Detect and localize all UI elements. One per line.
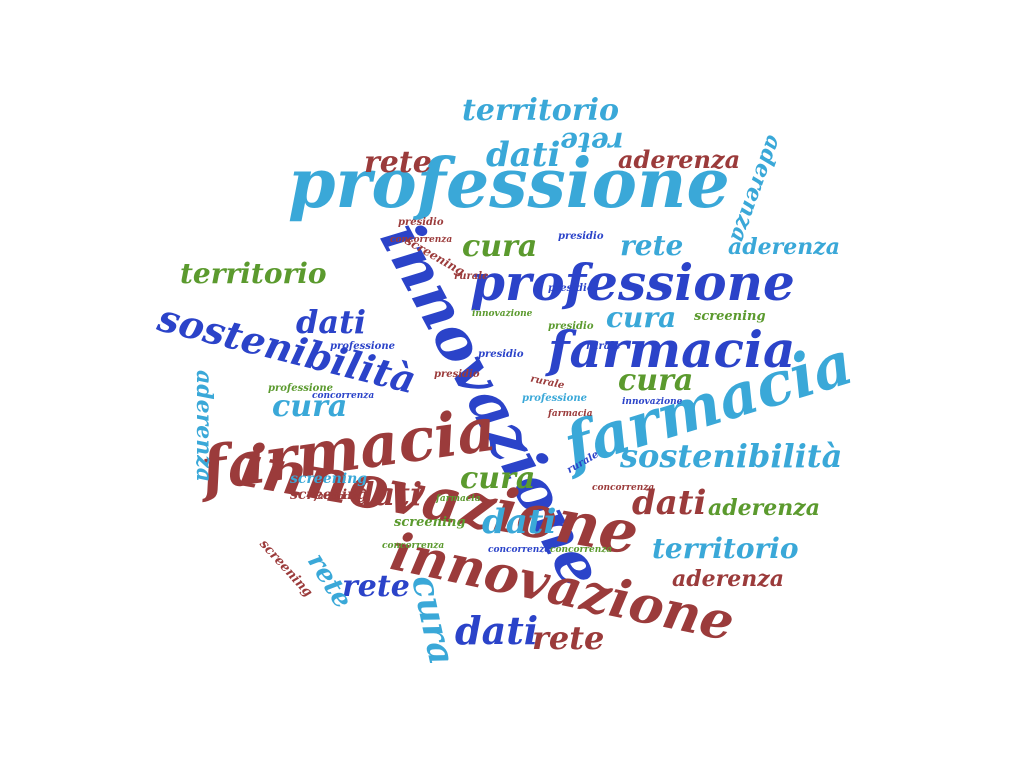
word: territorio — [462, 93, 620, 128]
word: concorrenza — [382, 541, 445, 551]
word: aderenza — [672, 566, 784, 592]
word: rete — [342, 569, 410, 604]
word: rurale — [454, 271, 489, 282]
word: sostenibilità — [620, 437, 843, 475]
word: presidio — [434, 369, 480, 380]
word: concorrenza — [312, 391, 375, 401]
word: dati — [455, 608, 539, 653]
word: aderenza — [708, 495, 820, 521]
word: professione — [330, 341, 395, 352]
word: professione — [522, 393, 587, 404]
word: aderenza — [618, 145, 741, 174]
word: screening — [694, 309, 766, 324]
word: presidio — [398, 217, 444, 228]
word: dati — [486, 135, 561, 175]
word: dati — [482, 502, 557, 542]
word: farmacia — [314, 492, 359, 502]
word: presidio — [558, 231, 604, 242]
word: rurale — [586, 341, 621, 352]
word: cura — [272, 389, 348, 424]
word: screening — [394, 515, 466, 530]
word: concorrenza — [488, 545, 551, 555]
word: presidio — [478, 349, 524, 360]
word: presidio — [548, 321, 594, 332]
word: cura — [606, 301, 677, 334]
word: innovazione — [622, 397, 683, 407]
word: professione — [470, 253, 795, 312]
word: dati — [632, 483, 707, 523]
word: dati — [352, 475, 423, 513]
word: rete — [364, 145, 432, 180]
word: concorrenza — [390, 235, 453, 245]
word: cura — [618, 363, 694, 398]
word: rete — [620, 229, 684, 262]
word: farmacia — [548, 409, 593, 419]
word: screening — [290, 471, 368, 487]
word: professione — [268, 383, 333, 394]
word: concorrenza — [550, 545, 613, 555]
word: territorio — [652, 532, 799, 565]
word: aderenza — [728, 234, 840, 260]
word: rete — [532, 619, 605, 657]
word: rete — [560, 126, 624, 159]
word: presidio — [548, 283, 594, 294]
word: concorrenza — [592, 483, 655, 493]
word: cura — [460, 461, 536, 496]
word: dati — [296, 303, 367, 341]
word: aderenza — [190, 370, 217, 482]
word: professione — [288, 144, 730, 224]
word: farmacia — [436, 494, 481, 504]
word: territorio — [180, 257, 327, 290]
word: farmacia — [548, 320, 796, 379]
word: screening — [290, 487, 368, 503]
word: innovazione — [472, 309, 533, 319]
word: cura — [462, 229, 538, 264]
